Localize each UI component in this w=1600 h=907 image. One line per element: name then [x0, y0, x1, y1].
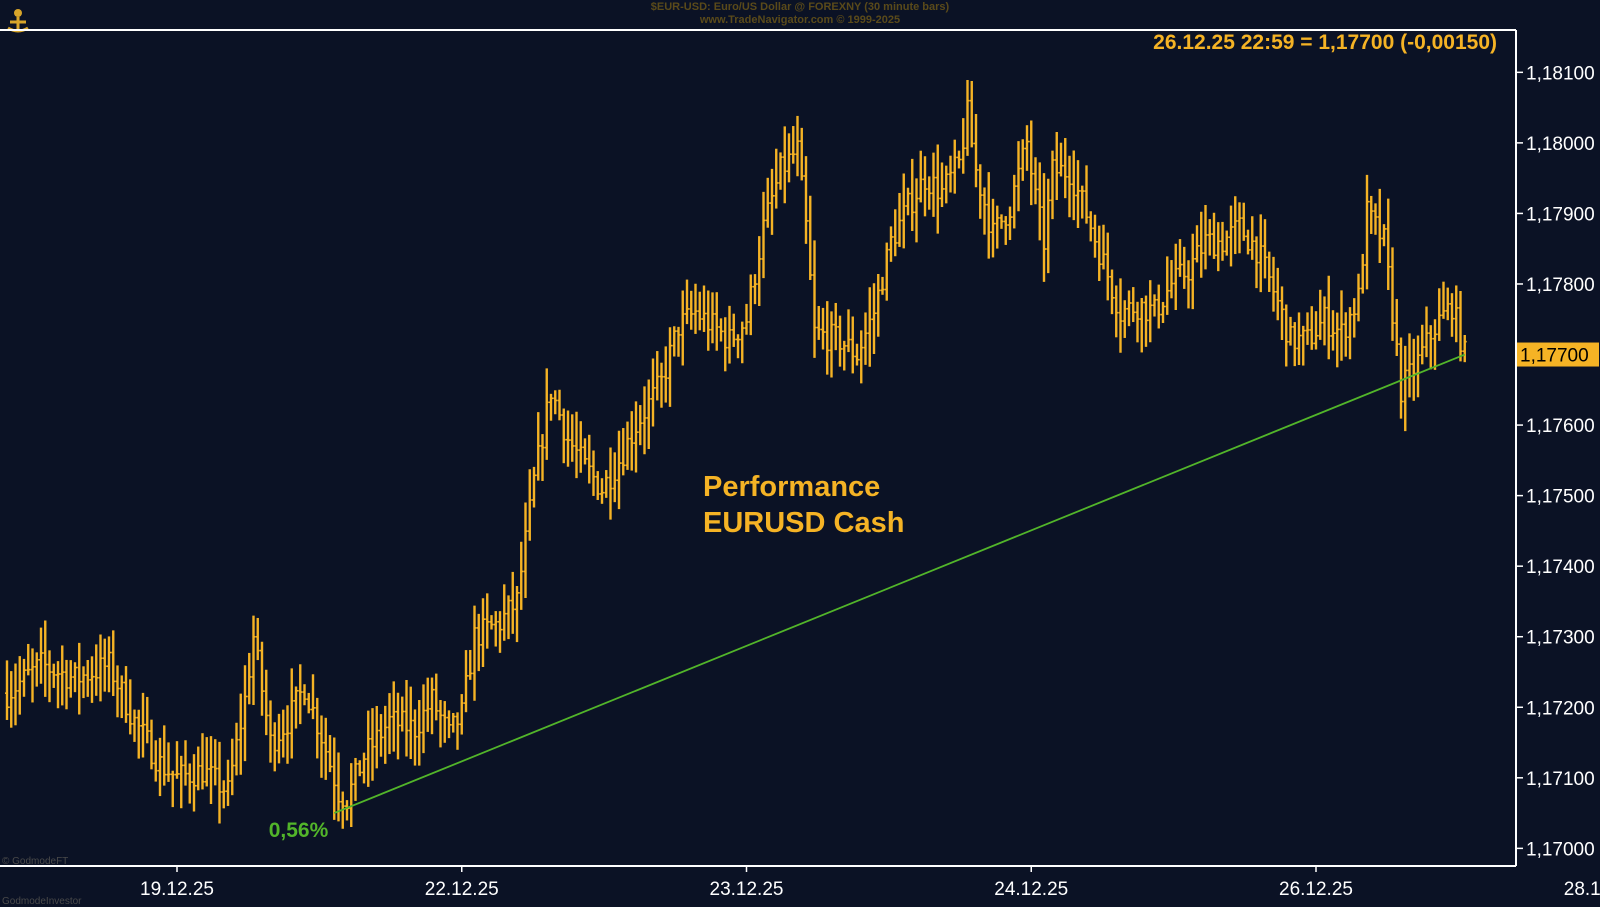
chart-annotation-line: EURUSD Cash [703, 507, 904, 539]
footer-credit: © GodmodeFT [2, 856, 69, 867]
y-tick-label: 1,17900 [1526, 204, 1595, 225]
last-quote-text: 26.12.25 22:59 = 1,17700 (-0,00150) [1153, 31, 1497, 54]
x-tick-label: 24.12.25 [994, 879, 1068, 900]
y-tick-label: 1,17400 [1526, 557, 1595, 578]
y-tick-label: 1,18100 [1526, 63, 1595, 84]
y-tick-label: 1,17600 [1526, 416, 1595, 437]
y-tick-label: 1,17000 [1526, 839, 1595, 860]
last-price-tag-label: 1,17700 [1520, 346, 1589, 367]
performance-trendline [333, 353, 1466, 814]
y-tick-label: 1,17800 [1526, 275, 1595, 296]
trade-navigator-logo-icon [7, 9, 29, 33]
y-tick-label: 1,17500 [1526, 487, 1595, 508]
footer-source: GodmodeInvestor [2, 896, 82, 907]
y-tick-label: 1,17300 [1526, 628, 1595, 649]
chart-annotation-line: Performance [703, 471, 880, 503]
y-tick-label: 1,17200 [1526, 698, 1595, 719]
chart-header-copyright: www.TradeNavigator.com © 1999-2025 [699, 14, 901, 26]
x-tick-label: 22.12.25 [425, 879, 499, 900]
x-tick-label: 19.12.25 [140, 879, 214, 900]
trendline-percent-label: 0,56% [269, 819, 329, 842]
chart-header-title: $EUR-USD: Euro/US Dollar @ FOREXNY (30 m… [650, 1, 950, 13]
x-tick-label: 28.12.25 [1564, 879, 1600, 900]
x-tick-label: 23.12.25 [710, 879, 784, 900]
x-tick-label: 26.12.25 [1279, 879, 1353, 900]
y-tick-label: 1,17100 [1526, 769, 1595, 790]
last-price-tag [1517, 342, 1599, 367]
y-tick-label: 1,18000 [1526, 134, 1595, 155]
